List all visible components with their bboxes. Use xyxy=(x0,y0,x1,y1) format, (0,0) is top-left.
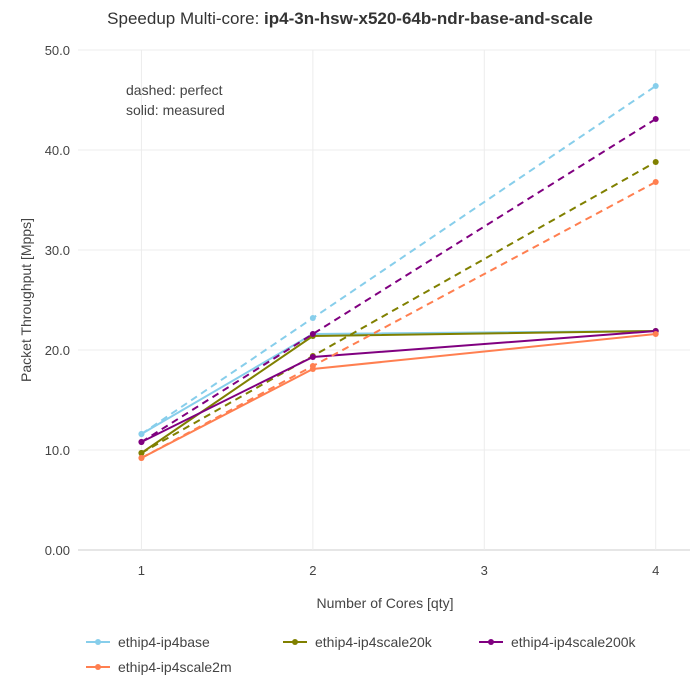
series-ethip4-ip4scale2m xyxy=(138,179,659,461)
measured-line xyxy=(140,330,656,443)
series-ethip4-ip4scale200k xyxy=(138,116,659,445)
series-ethip4-ip4scale20k xyxy=(138,159,659,456)
legend-label: ethip4-ip4scale2m xyxy=(118,659,232,675)
legend[interactable]: ethip4-ip4base ethip4-ip4scale20k ethip4-i… xyxy=(86,634,637,675)
perfect-point[interactable] xyxy=(309,331,316,337)
measured-line xyxy=(140,330,656,454)
grid xyxy=(78,49,690,551)
perfect-point[interactable] xyxy=(652,83,659,89)
legend-marker xyxy=(488,639,494,645)
y-axis-title: Packet Throughput [Mpps] xyxy=(18,218,34,382)
y-tick-label: 40.0 xyxy=(45,143,70,158)
chart-title: Speedup Multi-core: ip4-3n-hsw-x520-64b-… xyxy=(107,9,593,28)
perfect-line xyxy=(140,118,657,443)
legend-item-ethip4-ip4scale20k[interactable]: ethip4-ip4scale20k xyxy=(283,634,433,650)
legend-marker xyxy=(292,639,298,645)
legend-label: ethip4-ip4base xyxy=(118,634,210,650)
legend-item-ethip4-ip4scale200k[interactable]: ethip4-ip4scale200k xyxy=(479,634,637,650)
annotation-dashed: dashed: perfect xyxy=(126,82,223,98)
legend-marker xyxy=(95,664,101,670)
y-tick-label: 20.0 xyxy=(45,343,70,358)
y-tick-label: 10.0 xyxy=(45,443,70,458)
legend-label: ethip4-ip4scale20k xyxy=(315,634,433,650)
x-tick-label: 4 xyxy=(652,563,659,578)
measured-point[interactable] xyxy=(138,431,145,437)
y-tick-label: 50.0 xyxy=(45,43,70,58)
measured-point[interactable] xyxy=(138,450,145,456)
measured-point[interactable] xyxy=(138,455,145,461)
x-tick-label: 3 xyxy=(481,563,488,578)
x-tick-label: 2 xyxy=(309,563,316,578)
chart-title-bold: ip4-3n-hsw-x520-64b-ndr-base-and-scale xyxy=(264,9,593,28)
legend-item-ethip4-ip4base[interactable]: ethip4-ip4base xyxy=(86,634,210,650)
annotation-solid: solid: measured xyxy=(126,102,225,118)
perfect-point[interactable] xyxy=(652,159,659,165)
perfect-point[interactable] xyxy=(309,315,316,321)
series-layer xyxy=(138,83,659,461)
perfect-line xyxy=(140,161,657,454)
y-tick-label: 30.0 xyxy=(45,243,70,258)
perfect-point[interactable] xyxy=(652,116,659,122)
perfect-line xyxy=(140,181,657,459)
x-axis-title: Number of Cores [qty] xyxy=(317,595,454,611)
measured-line xyxy=(140,333,656,459)
chart-title-prefix: Speedup Multi-core: xyxy=(107,9,264,28)
series-ethip4-ip4base xyxy=(138,83,659,437)
x-tick-label: 1 xyxy=(138,563,145,578)
legend-label: ethip4-ip4scale200k xyxy=(511,634,637,650)
legend-item-ethip4-ip4scale2m[interactable]: ethip4-ip4scale2m xyxy=(86,659,232,675)
y-tick-label: 0.00 xyxy=(45,543,70,558)
measured-point[interactable] xyxy=(138,439,145,445)
measured-point[interactable] xyxy=(652,331,659,337)
measured-point[interactable] xyxy=(309,354,316,360)
measured-point[interactable] xyxy=(309,366,316,372)
perfect-point[interactable] xyxy=(652,179,659,185)
tick-labels: 0.00 10.0 20.0 30.0 40.0 50.0 1 2 3 4 xyxy=(45,43,660,578)
perfect-line xyxy=(140,85,657,435)
legend-marker xyxy=(95,639,101,645)
